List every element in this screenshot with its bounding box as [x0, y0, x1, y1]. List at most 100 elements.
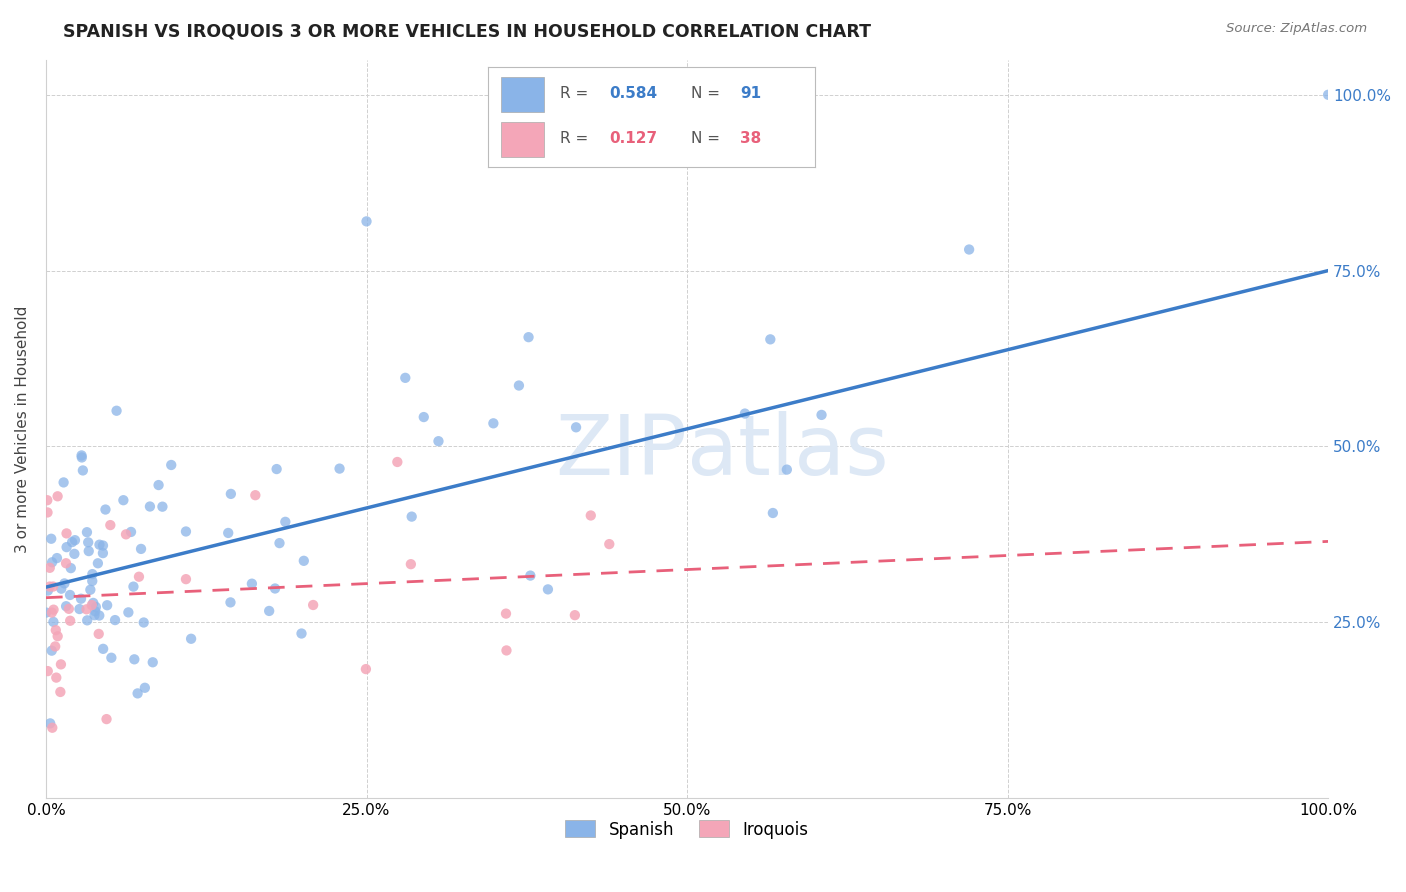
Point — [38, 561, 60, 575]
Point — [77, 544, 100, 558]
Legend: Spanish, Iroquois: Spanish, Iroquois — [558, 814, 815, 846]
Point — [42, 602, 65, 616]
Point — [495, 643, 517, 657]
Text: ZIP: ZIP — [555, 410, 688, 491]
Point — [122, 580, 145, 594]
Point — [394, 371, 416, 385]
Point — [41, 643, 63, 657]
Point — [38, 580, 60, 594]
Point — [174, 572, 197, 586]
Point — [63, 547, 86, 561]
Point — [41, 721, 63, 735]
Point — [35, 606, 58, 620]
Point — [58, 602, 80, 616]
Point — [84, 600, 107, 615]
Point — [63, 533, 86, 548]
Point — [60, 535, 83, 549]
Point — [104, 613, 127, 627]
Point — [142, 655, 165, 669]
Point — [579, 508, 602, 523]
Point — [87, 556, 110, 570]
Point — [37, 664, 59, 678]
Point — [76, 602, 98, 616]
Point — [776, 462, 799, 476]
Point — [87, 627, 110, 641]
Point — [112, 493, 135, 508]
Point — [45, 623, 67, 637]
Point — [387, 455, 409, 469]
Point — [124, 652, 146, 666]
Point — [565, 420, 588, 434]
Point — [55, 556, 77, 570]
Point — [37, 505, 59, 519]
Text: SPANISH VS IROQUOIS 3 OR MORE VEHICLES IN HOUSEHOLD CORRELATION CHART: SPANISH VS IROQUOIS 3 OR MORE VEHICLES I… — [63, 22, 872, 40]
Point — [82, 596, 104, 610]
Point — [55, 526, 77, 541]
Point — [83, 608, 105, 623]
Point — [59, 588, 82, 602]
Point — [45, 671, 67, 685]
Point — [128, 570, 150, 584]
Point — [160, 458, 183, 472]
Point — [94, 502, 117, 516]
Point — [759, 332, 782, 346]
Point — [79, 582, 101, 597]
Point — [508, 378, 530, 392]
Point — [134, 681, 156, 695]
Point — [49, 685, 72, 699]
Point — [115, 527, 138, 541]
Point — [96, 598, 118, 612]
Point — [42, 580, 65, 594]
Point — [49, 657, 72, 672]
Point — [70, 591, 93, 606]
Point — [70, 450, 93, 465]
Point — [427, 434, 450, 449]
Point — [76, 525, 98, 540]
Point — [37, 583, 59, 598]
Point — [42, 615, 65, 629]
Point — [37, 493, 59, 508]
Point — [98, 518, 121, 533]
Y-axis label: 3 or more Vehicles in Household: 3 or more Vehicles in Household — [15, 305, 30, 552]
Point — [80, 598, 103, 612]
Point — [302, 598, 325, 612]
Point — [734, 407, 756, 421]
Point — [264, 582, 287, 596]
Point — [100, 650, 122, 665]
Point — [129, 541, 152, 556]
Point — [105, 403, 128, 417]
Point — [44, 640, 66, 654]
Point — [269, 536, 291, 550]
Point — [762, 506, 785, 520]
Point — [39, 716, 62, 731]
Point — [55, 599, 77, 614]
Point — [120, 524, 142, 539]
Point — [148, 478, 170, 492]
Point — [91, 641, 114, 656]
Point — [91, 546, 114, 560]
Point — [41, 606, 63, 620]
Point — [598, 537, 620, 551]
Point — [290, 626, 312, 640]
Point — [1317, 87, 1340, 102]
Point — [957, 243, 980, 257]
Point — [76, 613, 98, 627]
Point — [52, 475, 75, 490]
Point — [59, 561, 82, 575]
Point — [810, 408, 832, 422]
Point — [69, 602, 91, 616]
Point — [55, 540, 77, 554]
Point — [519, 568, 541, 582]
Point — [53, 576, 76, 591]
Point — [399, 557, 422, 571]
Text: Source: ZipAtlas.com: Source: ZipAtlas.com — [1226, 22, 1367, 36]
Point — [180, 632, 202, 646]
Point — [132, 615, 155, 630]
Point — [482, 417, 505, 431]
Point — [240, 576, 263, 591]
Point — [219, 487, 242, 501]
Point — [537, 582, 560, 597]
Point — [82, 574, 104, 588]
Point — [41, 555, 63, 569]
Point — [401, 509, 423, 524]
